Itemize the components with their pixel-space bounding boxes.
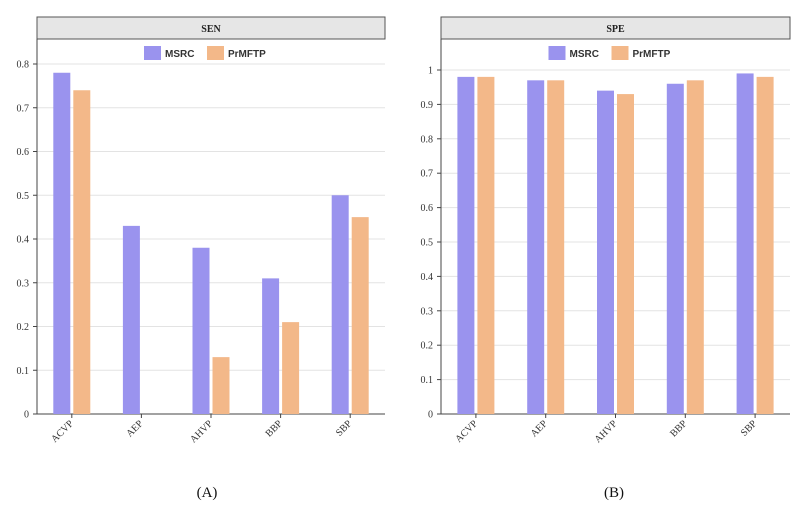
legend-label-prmftp: PrMFTP xyxy=(228,49,266,60)
x-tick-label: BBP xyxy=(264,418,285,439)
bar-prmftp-ahvp xyxy=(212,357,230,414)
y-tick-label: 0.2 xyxy=(421,341,434,352)
y-tick-label: 0 xyxy=(24,410,29,421)
panel-strip xyxy=(36,16,386,40)
y-tick-label: 0.5 xyxy=(17,191,30,202)
bar-msrc-aep xyxy=(122,225,140,414)
chart-panel-spe: SPE 0 0.1 0.2 0.3 0.4 0.5 0.6 0.7 0.8 0.9 1 ACVP AEP A… xyxy=(421,16,791,501)
x-tick-label: AHVP xyxy=(593,418,620,445)
legend-label-msrc: MSRC xyxy=(570,49,599,60)
y-tick-label: 0.5 xyxy=(421,238,434,249)
bar-prmftp-sbp xyxy=(756,76,774,414)
y-tick-label: 0.7 xyxy=(421,169,434,180)
bar-prmftp-bbp xyxy=(282,322,300,414)
legend-label-prmftp: PrMFTP xyxy=(633,49,671,60)
y-tick-label: 0.1 xyxy=(17,366,30,377)
panel-caption: (B) xyxy=(604,485,624,501)
y-tick-label: 0.8 xyxy=(421,134,434,145)
y-tick-label: 1 xyxy=(428,66,433,77)
x-tick-label: BBP xyxy=(668,418,689,439)
panel-title: SEN xyxy=(201,24,221,35)
bar-prmftp-bbp xyxy=(686,80,704,414)
bar-msrc-ahvp xyxy=(597,90,614,414)
bar-msrc-aep xyxy=(527,80,545,414)
legend-label-msrc: MSRC xyxy=(165,49,194,60)
y-tick-label: 0.4 xyxy=(17,235,30,246)
bar-msrc-sbp xyxy=(736,73,754,414)
bar-prmftp-acvp xyxy=(477,76,495,414)
bar-msrc-acvp xyxy=(53,72,71,414)
x-tick-label: SBP xyxy=(334,418,355,439)
y-tick-label: 0.4 xyxy=(421,272,434,283)
x-tick-label: AEP xyxy=(529,418,550,439)
y-tick-label: 0.8 xyxy=(17,60,30,71)
legend-swatch-prmftp xyxy=(611,46,629,60)
legend-swatch-prmftp xyxy=(207,46,224,60)
bar-msrc-bbp xyxy=(262,278,280,414)
y-tick-label: 0.6 xyxy=(17,147,30,158)
y-tick-label: 0.9 xyxy=(421,100,434,111)
y-tick-label: 0.3 xyxy=(421,306,434,317)
y-tick-label: 0.6 xyxy=(421,203,434,214)
x-tick-label: AHVP xyxy=(188,418,215,445)
bar-prmftp-sbp xyxy=(351,217,369,414)
bar-prmftp-acvp xyxy=(73,90,91,414)
y-tick-label: 0.3 xyxy=(17,278,30,289)
x-tick-label: ACVP xyxy=(453,418,480,445)
panel-caption: (A) xyxy=(197,485,218,501)
legend-swatch-msrc xyxy=(144,46,161,60)
y-tick-label: 0 xyxy=(428,410,433,421)
y-tick-label: 0.7 xyxy=(17,103,30,114)
x-tick-label: ACVP xyxy=(49,418,76,445)
panel-strip xyxy=(440,16,791,40)
y-tick-label: 0.1 xyxy=(421,375,434,386)
bar-msrc-sbp xyxy=(331,195,349,414)
bar-msrc-acvp xyxy=(457,76,475,414)
y-tick-label: 0.2 xyxy=(17,322,30,333)
bar-prmftp-aep xyxy=(547,80,565,414)
bar-msrc-ahvp xyxy=(192,247,210,414)
panel-title: SPE xyxy=(606,24,625,35)
chart-panel-sen: SEN 0 0.1 0.2 0.3 0.4 0.5 0.6 0.7 0.8 ACVP AEP AHVP B… xyxy=(17,16,386,501)
x-tick-label: AEP xyxy=(124,418,145,439)
x-tick-label: SBP xyxy=(739,418,760,439)
legend-swatch-msrc xyxy=(548,46,566,60)
bar-prmftp-ahvp xyxy=(617,94,634,414)
bar-msrc-bbp xyxy=(666,83,684,414)
